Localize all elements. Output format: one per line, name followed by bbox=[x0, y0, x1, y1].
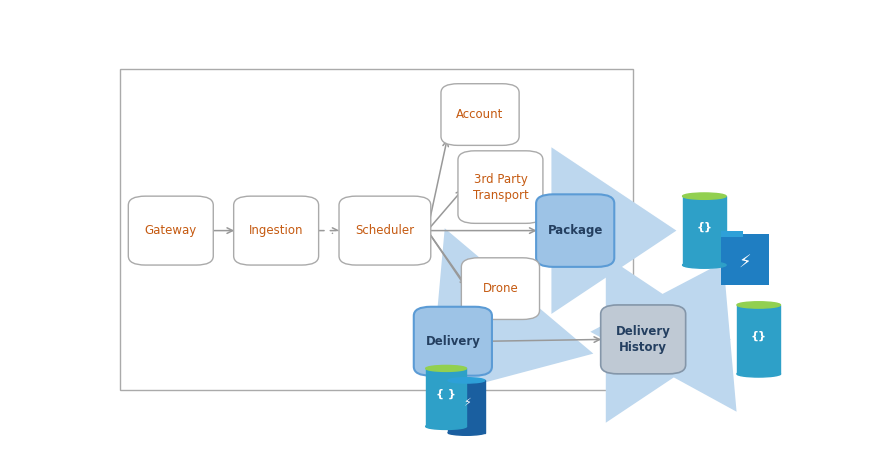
Text: Scheduler: Scheduler bbox=[355, 224, 415, 237]
FancyBboxPatch shape bbox=[536, 195, 614, 267]
Text: Account: Account bbox=[456, 108, 503, 121]
Text: {}: {} bbox=[696, 222, 712, 232]
Ellipse shape bbox=[425, 365, 467, 372]
FancyBboxPatch shape bbox=[722, 234, 769, 285]
Ellipse shape bbox=[448, 378, 485, 383]
Text: 3rd Party
Transport: 3rd Party Transport bbox=[473, 172, 528, 202]
Text: Delivery: Delivery bbox=[425, 335, 481, 348]
Ellipse shape bbox=[448, 430, 485, 435]
FancyBboxPatch shape bbox=[441, 84, 519, 146]
FancyBboxPatch shape bbox=[601, 305, 686, 374]
Text: { }: { } bbox=[436, 389, 456, 399]
Ellipse shape bbox=[737, 371, 781, 377]
FancyBboxPatch shape bbox=[722, 231, 743, 237]
FancyBboxPatch shape bbox=[128, 196, 213, 265]
Ellipse shape bbox=[682, 193, 726, 199]
Text: ⚡: ⚡ bbox=[738, 254, 752, 272]
Text: ⚡: ⚡ bbox=[462, 398, 470, 408]
Text: Gateway: Gateway bbox=[145, 224, 197, 237]
Bar bbox=[682, 196, 726, 265]
FancyBboxPatch shape bbox=[458, 151, 543, 223]
FancyBboxPatch shape bbox=[461, 258, 539, 319]
Bar bbox=[448, 381, 485, 432]
FancyBboxPatch shape bbox=[414, 307, 492, 376]
FancyBboxPatch shape bbox=[233, 196, 318, 265]
Text: {}: {} bbox=[751, 331, 766, 341]
Text: Package: Package bbox=[547, 224, 602, 237]
Text: Ingestion: Ingestion bbox=[249, 224, 303, 237]
Ellipse shape bbox=[737, 302, 781, 308]
Bar bbox=[425, 368, 467, 426]
Text: Delivery
History: Delivery History bbox=[616, 325, 671, 354]
Text: Drone: Drone bbox=[482, 282, 518, 295]
Ellipse shape bbox=[425, 423, 467, 430]
FancyBboxPatch shape bbox=[339, 196, 431, 265]
Ellipse shape bbox=[682, 262, 726, 268]
Bar bbox=[737, 305, 781, 374]
